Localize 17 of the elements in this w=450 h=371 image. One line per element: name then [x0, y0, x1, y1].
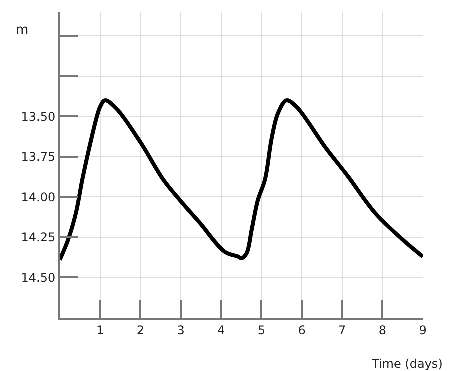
line-series: [60, 98, 423, 262]
x-tick-label: 7: [338, 323, 346, 338]
x-tick-label: 3: [177, 323, 185, 338]
x-axis-title: Time (days): [371, 357, 443, 371]
x-tick-label: 5: [258, 323, 266, 338]
x-tick-label: 8: [378, 323, 386, 338]
y-tick-label: 14.00: [21, 190, 56, 204]
x-tick-label: 9: [419, 323, 427, 338]
y-tick-label: 13.75: [21, 150, 56, 164]
x-tick-label: 4: [218, 323, 226, 338]
y-tick-label: 14.50: [21, 270, 56, 285]
x-tick-label: 1: [96, 323, 104, 338]
x-tick-label: 6: [298, 323, 306, 338]
y-tick-label: 13.50: [21, 110, 56, 124]
x-tick-label: 2: [136, 323, 144, 338]
y-tick-label: 14.25: [21, 230, 56, 245]
y-axis-title: m: [16, 23, 29, 38]
